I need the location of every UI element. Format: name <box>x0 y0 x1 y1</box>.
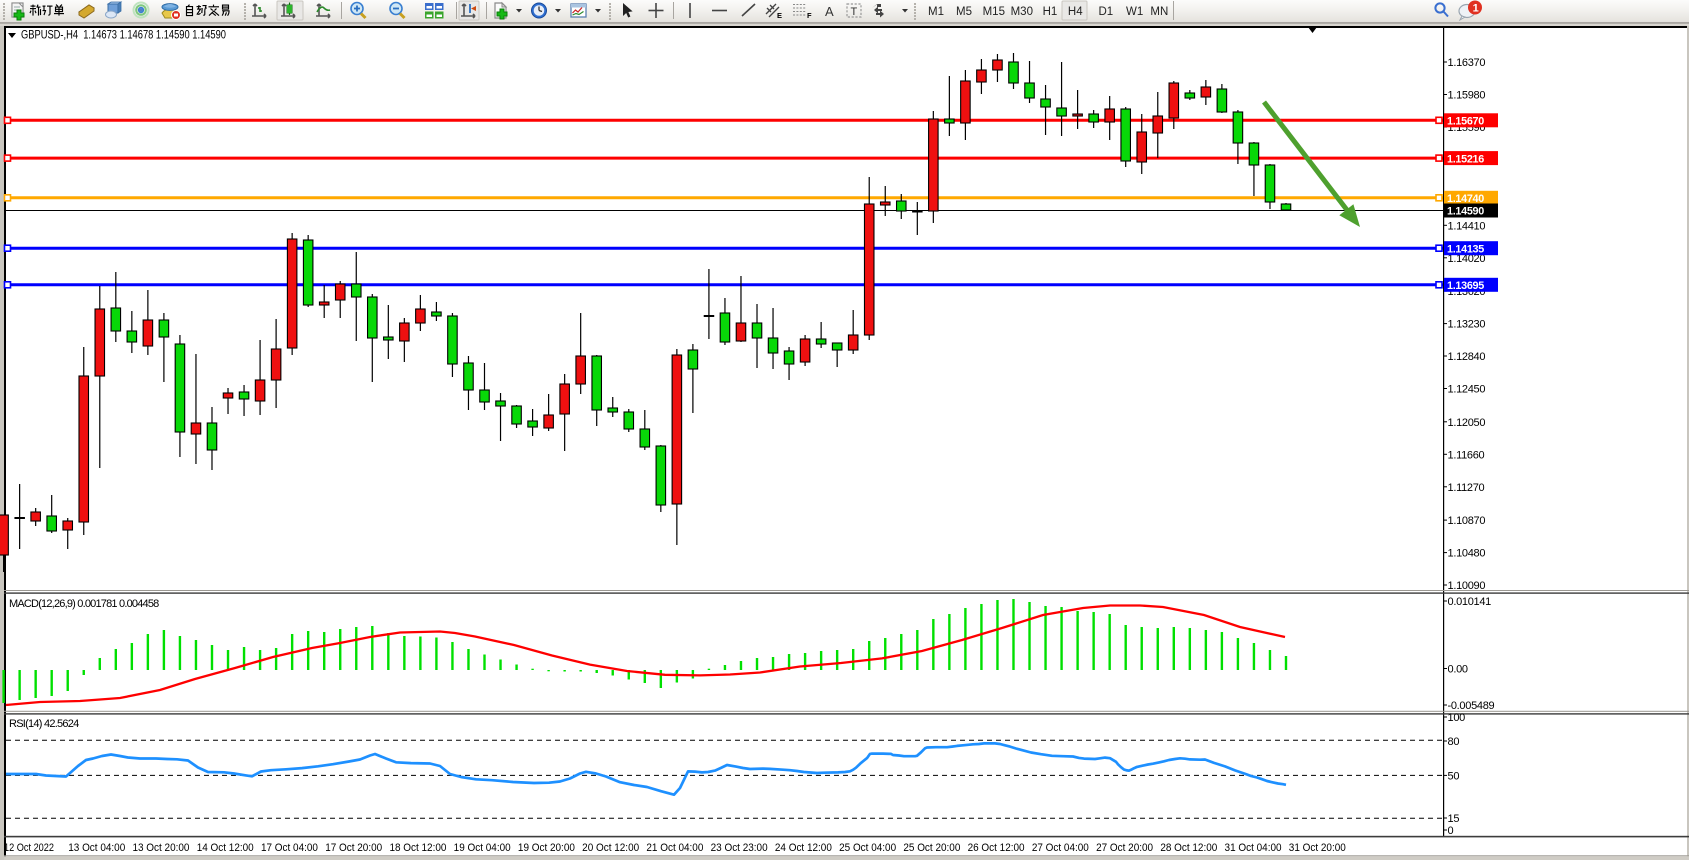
svg-text:24 Oct 12:00: 24 Oct 12:00 <box>775 842 832 854</box>
svg-text:50: 50 <box>1448 770 1460 782</box>
svg-text:23 Oct 23:00: 23 Oct 23:00 <box>711 842 768 854</box>
svg-text:M15: M15 <box>983 6 1005 18</box>
svg-text:80: 80 <box>1448 736 1460 748</box>
svg-text:1.15980: 1.15980 <box>1448 90 1486 102</box>
svg-text:1.14740: 1.14740 <box>1447 193 1484 205</box>
svg-text:1.10090: 1.10090 <box>1448 580 1486 592</box>
svg-text:17 Oct 20:00: 17 Oct 20:00 <box>325 842 382 854</box>
svg-text:31 Oct 04:00: 31 Oct 04:00 <box>1225 842 1282 854</box>
svg-text:14 Oct 12:00: 14 Oct 12:00 <box>197 842 254 854</box>
svg-text:-0.005489: -0.005489 <box>1448 700 1495 712</box>
svg-text:M30: M30 <box>1011 6 1033 18</box>
svg-text:27 Oct 20:00: 27 Oct 20:00 <box>1096 842 1153 854</box>
svg-text:1.14410: 1.14410 <box>1448 220 1486 232</box>
svg-text:1.10870: 1.10870 <box>1448 515 1486 527</box>
svg-text:1.11270: 1.11270 <box>1448 482 1485 494</box>
svg-text:18 Oct 12:00: 18 Oct 12:00 <box>389 842 446 854</box>
svg-text:1: 1 <box>1473 3 1479 15</box>
svg-text:0.00: 0.00 <box>1448 664 1468 676</box>
svg-text:D1: D1 <box>1099 6 1114 18</box>
svg-text:13 Oct 20:00: 13 Oct 20:00 <box>132 842 189 854</box>
svg-text:1.13230: 1.13230 <box>1448 319 1486 331</box>
svg-text:E: E <box>777 11 782 20</box>
svg-text:20 Oct 12:00: 20 Oct 12:00 <box>582 842 639 854</box>
svg-text:0: 0 <box>1448 825 1454 837</box>
svg-text:1.13695: 1.13695 <box>1447 280 1484 292</box>
svg-text:25 Oct 04:00: 25 Oct 04:00 <box>839 842 896 854</box>
svg-text:1.12450: 1.12450 <box>1448 384 1486 396</box>
svg-text:1.12050: 1.12050 <box>1448 417 1486 429</box>
svg-text:19 Oct 20:00: 19 Oct 20:00 <box>518 842 575 854</box>
svg-text:27 Oct 04:00: 27 Oct 04:00 <box>1032 842 1089 854</box>
svg-text:21 Oct 04:00: 21 Oct 04:00 <box>646 842 703 854</box>
svg-text:17 Oct 04:00: 17 Oct 04:00 <box>261 842 318 854</box>
svg-text:25 Oct 20:00: 25 Oct 20:00 <box>903 842 960 854</box>
svg-text:MACD(12,26,9) 0.001781 0.00445: MACD(12,26,9) 0.001781 0.004458 <box>9 598 159 610</box>
svg-text:RSI(14) 42.5624: RSI(14) 42.5624 <box>9 718 79 730</box>
svg-text:1.16370: 1.16370 <box>1448 57 1486 69</box>
svg-text:MN: MN <box>1150 6 1168 18</box>
svg-text:1.14135: 1.14135 <box>1447 243 1484 255</box>
svg-text:1.12840: 1.12840 <box>1448 351 1486 363</box>
svg-text:W1: W1 <box>1126 6 1143 18</box>
svg-text:F: F <box>807 11 812 20</box>
svg-text:13 Oct 04:00: 13 Oct 04:00 <box>68 842 125 854</box>
svg-text:H4: H4 <box>1068 6 1083 18</box>
svg-text:M1: M1 <box>928 6 944 18</box>
svg-text:1.11660: 1.11660 <box>1448 449 1485 461</box>
svg-text:1.14020: 1.14020 <box>1448 253 1486 265</box>
svg-text:15: 15 <box>1448 813 1460 825</box>
svg-text:1.15216: 1.15216 <box>1447 153 1484 165</box>
svg-text:19 Oct 04:00: 19 Oct 04:00 <box>454 842 511 854</box>
svg-text:31 Oct 20:00: 31 Oct 20:00 <box>1289 842 1346 854</box>
svg-text:1.15670: 1.15670 <box>1447 116 1484 128</box>
svg-text:12 Oct 2022: 12 Oct 2022 <box>4 842 54 854</box>
svg-text:100: 100 <box>1448 712 1466 724</box>
svg-text:1.14590: 1.14590 <box>1447 206 1484 218</box>
svg-text:M5: M5 <box>956 6 972 18</box>
svg-text:A: A <box>825 4 834 19</box>
svg-text:0.010141: 0.010141 <box>1448 596 1492 608</box>
svg-text:1.10480: 1.10480 <box>1448 548 1486 560</box>
svg-text:28 Oct 12:00: 28 Oct 12:00 <box>1160 842 1217 854</box>
svg-text:H1: H1 <box>1043 6 1058 18</box>
svg-text:26 Oct 12:00: 26 Oct 12:00 <box>968 842 1025 854</box>
svg-text:T: T <box>851 6 858 18</box>
svg-text:GBPUSD-,H4 1.14673 1.14678 1.: GBPUSD-,H4 1.14673 1.14678 1.14590 1.145… <box>21 30 226 42</box>
